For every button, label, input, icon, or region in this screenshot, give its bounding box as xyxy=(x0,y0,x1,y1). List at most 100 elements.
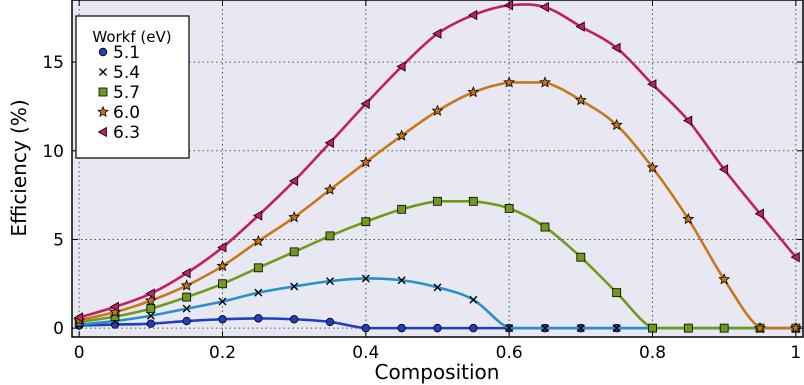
legend-label: 6.0 xyxy=(113,103,140,123)
square-marker xyxy=(182,292,192,302)
square-marker xyxy=(468,196,478,206)
square-marker xyxy=(540,222,550,232)
legend-entry: 6.3 xyxy=(97,123,140,143)
legend-entry: 5.1 xyxy=(98,43,140,63)
triangle-left-marker xyxy=(145,288,155,299)
x-tick-label: 0.4 xyxy=(352,343,379,363)
square-marker xyxy=(98,87,108,97)
triangle-left-marker xyxy=(611,42,621,54)
triangle-left-marker xyxy=(288,175,299,187)
x-marker xyxy=(290,282,299,291)
x-marker xyxy=(99,68,107,76)
star-marker xyxy=(789,321,802,334)
star-marker xyxy=(718,273,731,285)
star-marker xyxy=(180,279,193,291)
square-marker xyxy=(361,217,371,227)
circle-marker xyxy=(182,316,191,326)
square-marker xyxy=(683,323,693,333)
square-marker xyxy=(289,247,299,257)
triangle-left-marker xyxy=(396,61,406,72)
star-marker xyxy=(216,259,229,272)
legend-box xyxy=(75,15,190,159)
legend: Workf (eV) 5.15.45.76.06.3 xyxy=(75,15,190,159)
triangle-left-marker xyxy=(97,126,107,138)
x-marker xyxy=(541,324,549,333)
x-marker xyxy=(397,276,406,285)
circle-marker xyxy=(361,323,371,333)
triangle-left-marker xyxy=(432,28,442,39)
square-marker xyxy=(433,196,442,206)
x-marker xyxy=(612,324,621,333)
x-marker xyxy=(576,324,585,333)
square-marker xyxy=(325,231,335,241)
x-marker xyxy=(361,274,370,283)
star-marker xyxy=(682,212,695,225)
star-marker xyxy=(288,211,301,223)
legend-label: 5.7 xyxy=(113,83,140,103)
square-marker xyxy=(146,304,156,314)
y-tick-label: 5 xyxy=(53,230,64,250)
circle-marker xyxy=(325,317,335,327)
square-marker xyxy=(504,204,514,213)
star-marker xyxy=(539,76,551,88)
circle-marker xyxy=(469,323,478,333)
x-tick-label: 0.8 xyxy=(639,343,666,363)
circle-marker xyxy=(98,47,108,57)
series-layer xyxy=(73,0,802,334)
triangle-left-marker xyxy=(539,1,549,13)
star-marker xyxy=(144,294,157,306)
triangle-left-marker xyxy=(109,301,119,313)
square-marker xyxy=(648,323,657,333)
x-axis-title: Composition xyxy=(375,360,500,384)
x-marker xyxy=(218,297,227,306)
legend-items: 5.15.45.76.06.3 xyxy=(97,43,140,143)
circle-marker xyxy=(433,323,442,333)
y-tick-label: 0 xyxy=(53,319,64,339)
series-6.3 xyxy=(73,0,800,323)
star-marker xyxy=(503,76,516,88)
series-6.0 xyxy=(73,76,802,334)
star-marker xyxy=(467,85,480,98)
x-marker xyxy=(182,304,191,313)
legend-entry: 6.0 xyxy=(97,103,140,123)
star-marker xyxy=(359,156,372,168)
x-tick-label: 1 xyxy=(790,343,801,363)
triangle-left-marker xyxy=(683,115,693,126)
y-axis-title: Efficiency (%) xyxy=(7,99,31,236)
square-marker xyxy=(612,288,622,298)
x-marker xyxy=(326,277,334,286)
star-marker xyxy=(754,321,766,334)
x-tick-label: 0 xyxy=(74,343,85,363)
circle-marker xyxy=(218,315,227,324)
x-marker xyxy=(433,283,442,292)
star-marker xyxy=(395,129,408,141)
plot-frame xyxy=(71,0,804,338)
circle-marker xyxy=(397,323,406,333)
legend-label: 6.3 xyxy=(113,123,140,143)
triangle-left-marker xyxy=(73,312,84,323)
x-tick-label: 0.2 xyxy=(209,343,236,363)
legend-title: Workf (eV) xyxy=(92,28,171,46)
triangle-left-marker xyxy=(324,137,334,148)
triangle-left-marker xyxy=(468,9,478,21)
y-tick-label: 10 xyxy=(42,142,64,162)
triangle-left-marker xyxy=(253,210,263,221)
star-marker xyxy=(574,93,587,106)
legend-label: 5.4 xyxy=(113,63,140,83)
x-marker xyxy=(254,288,263,297)
star-marker xyxy=(610,118,623,131)
square-marker xyxy=(719,323,729,333)
circle-marker xyxy=(146,319,156,328)
star-marker xyxy=(252,234,265,247)
triangle-left-marker xyxy=(647,79,657,90)
legend-label: 5.1 xyxy=(113,43,140,63)
triangle-left-marker xyxy=(754,208,764,219)
star-marker xyxy=(324,183,336,195)
x-marker xyxy=(469,295,478,304)
x-marker xyxy=(146,311,155,320)
triangle-left-marker xyxy=(575,21,585,32)
star-marker xyxy=(431,104,444,116)
triangle-left-marker xyxy=(718,164,729,175)
